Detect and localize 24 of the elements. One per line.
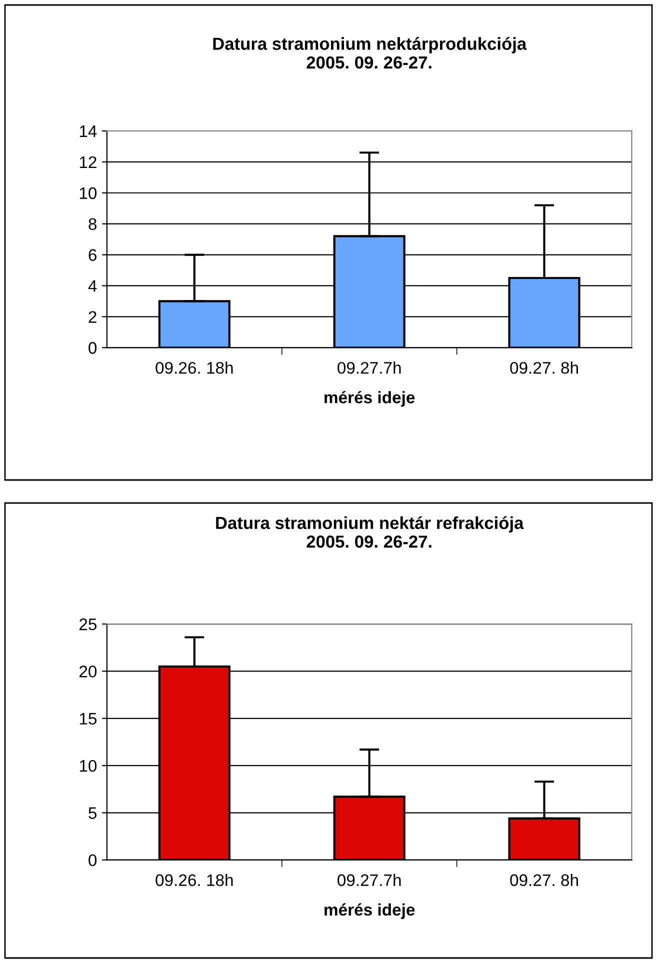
y-tick-label: 0	[88, 854, 97, 866]
y-tick-label: 6	[88, 249, 96, 261]
x-tick-label: 09.27.7h	[338, 362, 401, 374]
y-tick-label: 2	[88, 311, 96, 323]
y-tick-label: 10	[80, 187, 97, 200]
chart-title: Datura stramonium nektár refrakciója 2005. 09. 26-27.	[216, 516, 524, 548]
x-axis-title: mérés ideje	[324, 903, 415, 919]
y-tick-label: 25	[80, 618, 97, 630]
y-tick-label: 10	[80, 760, 97, 772]
y-tick-label: 8	[88, 218, 96, 230]
x-tick-label: 09.27. 8h	[510, 362, 578, 374]
chart-title: Datura stramonium nektárprodukciója 2005. 09. 26-27.	[213, 37, 527, 69]
y-tick-label: 14	[80, 126, 97, 138]
x-tick-label: 09.26. 18h	[156, 874, 233, 886]
y-tick-label: 15	[80, 712, 97, 725]
y-tick-label: 0	[88, 342, 97, 354]
y-tick-label: 4	[88, 280, 97, 292]
y-tick-label: 5	[88, 807, 97, 819]
x-tick-label: 09.27.7h	[338, 874, 401, 886]
x-tick-label: 09.27. 8h	[510, 874, 578, 886]
x-tick-label: 09.26. 18h	[156, 362, 233, 374]
y-tick-label: 20	[80, 666, 97, 678]
x-axis-title: mérés ideje	[324, 390, 415, 407]
y-tick-label: 12	[80, 156, 96, 168]
